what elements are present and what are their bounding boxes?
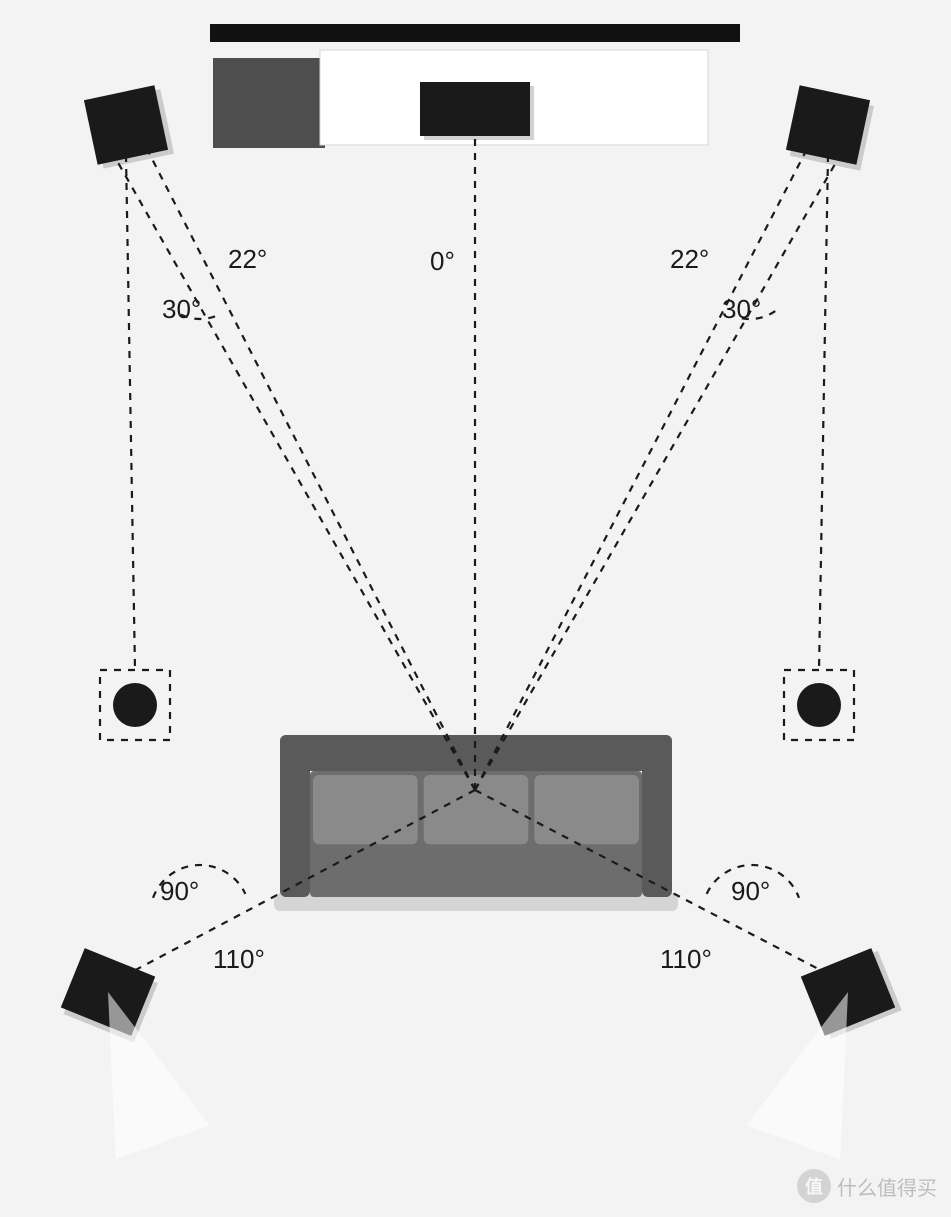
angle-label-fl_inner: 22° <box>228 244 267 274</box>
angle-label-fr_inner: 22° <box>670 244 709 274</box>
watermark: 值什么值得买 <box>797 1169 937 1203</box>
speaker-layout-diagram: 0° 22° 30° 22° 30° 90° 110° 90° 110° <box>0 0 951 1217</box>
angle-label-fr_outer: 30° <box>722 294 761 324</box>
angle-label-sl_inner: 90° <box>160 876 199 906</box>
angle-label-sr_inner: 90° <box>731 876 770 906</box>
tv-screen <box>210 24 740 42</box>
angle-label-fl_outer: 30° <box>162 294 201 324</box>
center-speaker <box>420 82 530 136</box>
watermark-text: 什么值得买 <box>837 1172 937 1201</box>
watermark-badge-icon: 值 <box>797 1169 831 1203</box>
angle-label-sl_outer: 110° <box>213 944 265 974</box>
angle-label-sr_outer: 110° <box>660 944 712 974</box>
cabinet-section-left <box>213 58 325 148</box>
angle-label-center: 0° <box>430 246 455 276</box>
